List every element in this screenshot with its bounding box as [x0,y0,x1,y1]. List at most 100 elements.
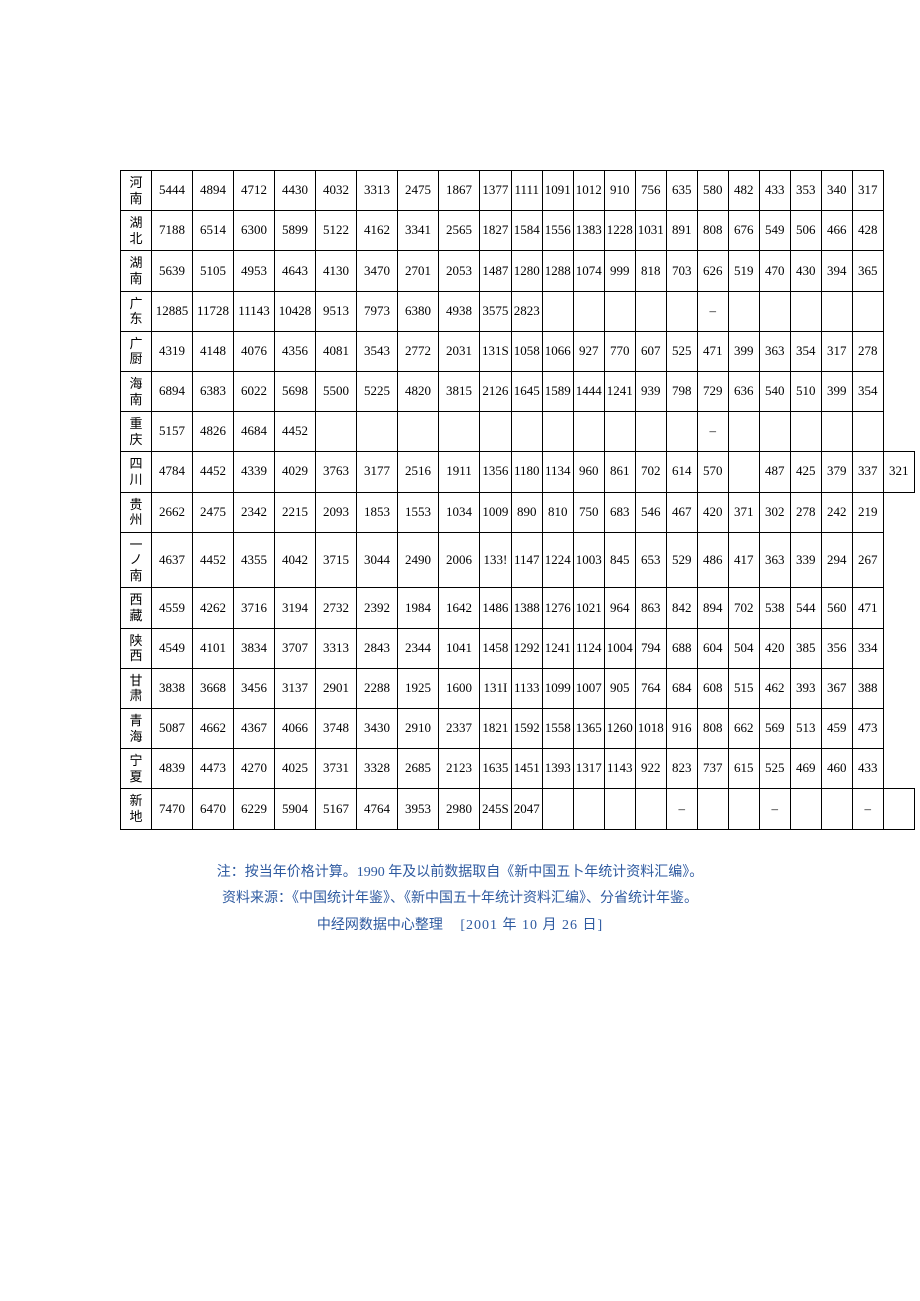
table-cell [542,291,573,331]
table-cell: 4637 [152,532,193,588]
table-cell: 3313 [357,171,398,211]
table-cell [604,412,635,452]
table-cell: 334 [852,628,883,668]
table-cell [852,412,883,452]
table-cell: 4764 [357,789,398,829]
table-cell: 3748 [316,709,357,749]
row-label: 新地 [121,789,152,829]
table-cell: 510 [790,371,821,411]
table-cell: 3543 [357,331,398,371]
table-cell: 1004 [604,628,635,668]
table-cell: 4162 [357,211,398,251]
table-cell: 1600 [439,668,480,708]
table-cell [604,291,635,331]
table-cell: 363 [759,331,790,371]
table-cell: 385 [790,628,821,668]
table-cell: 5087 [152,709,193,749]
table-cell: 1133 [511,668,542,708]
table-cell: 2732 [316,588,357,628]
row-label: 陕西 [121,628,152,668]
table-cell: 467 [666,492,697,532]
table-cell: 1066 [542,331,573,371]
table-cell: 1317 [573,749,604,789]
table-cell: 6380 [398,291,439,331]
table-cell: 245S [480,789,512,829]
table-cell: 420 [697,492,728,532]
table-cell: 4130 [316,251,357,291]
table-cell: 549 [759,211,790,251]
table-cell: 428 [852,211,883,251]
table-cell: 927 [573,331,604,371]
table-cell: 2901 [316,668,357,708]
table-cell: – [697,291,728,331]
table-cell: 4839 [152,749,193,789]
table-cell: 6300 [234,211,275,251]
table-cell: 5225 [357,371,398,411]
table-cell: 3194 [275,588,316,628]
table-cell: 3838 [152,668,193,708]
table-cell: 570 [697,452,728,492]
table-cell: 5167 [316,789,357,829]
table-cell: 5444 [152,171,193,211]
table-cell: 6894 [152,371,193,411]
table-cell: 702 [728,588,759,628]
table-cell: 337 [852,452,883,492]
table-cell: 1228 [604,211,635,251]
table-cell: 608 [697,668,728,708]
table-cell: 367 [821,668,852,708]
table-cell: 219 [852,492,883,532]
row-label: 贵州 [121,492,152,532]
table-cell: 4712 [234,171,275,211]
table-cell: 2475 [193,492,234,532]
table-cell: 4029 [275,452,316,492]
table-cell: 2565 [439,211,480,251]
table-cell: 905 [604,668,635,708]
table-cell: 515 [728,668,759,708]
table-cell [697,789,728,829]
table-cell: 1584 [511,211,542,251]
table-cell [728,452,759,492]
table-cell: 604 [697,628,728,668]
table-cell: 393 [790,668,821,708]
table-cell: 5105 [193,251,234,291]
table-cell: 6470 [193,789,234,829]
table-cell: 131I [480,668,512,708]
table-row: 宁夏48394473427040253731332826852123163514… [121,749,915,789]
table-cell: 317 [821,331,852,371]
table-cell [604,789,635,829]
table-cell: – [697,412,728,452]
table-cell: 4081 [316,331,357,371]
table-cell: 1635 [480,749,512,789]
table-cell [398,412,439,452]
table-cell: 5639 [152,251,193,291]
table-cell: 770 [604,331,635,371]
table-cell: 729 [697,371,728,411]
table-cell: 356 [821,628,852,668]
table-cell: 2490 [398,532,439,588]
table-cell: 1034 [439,492,480,532]
table-cell: 2215 [275,492,316,532]
table-cell: 4826 [193,412,234,452]
table-cell [821,291,852,331]
table-cell: 4820 [398,371,439,411]
table-cell: 469 [790,749,821,789]
table-cell [821,412,852,452]
table-row: 一ノ南46374452435540423715304424902006133!1… [121,532,915,588]
table-cell: 6022 [234,371,275,411]
table-cell: 2516 [398,452,439,492]
table-cell: 2392 [357,588,398,628]
table-cell: 354 [852,371,883,411]
table-cell [542,412,573,452]
table-cell [790,789,821,829]
table-cell: 1867 [439,171,480,211]
table-cell: 471 [697,331,728,371]
table-cell: 433 [759,171,790,211]
table-cell: 750 [573,492,604,532]
table-cell: 910 [604,171,635,211]
table-cell: 466 [821,211,852,251]
table-cell: 5500 [316,371,357,411]
table-cell: 267 [852,532,883,588]
table-cell: 4473 [193,749,234,789]
table-cell [666,291,697,331]
table-cell [635,291,666,331]
